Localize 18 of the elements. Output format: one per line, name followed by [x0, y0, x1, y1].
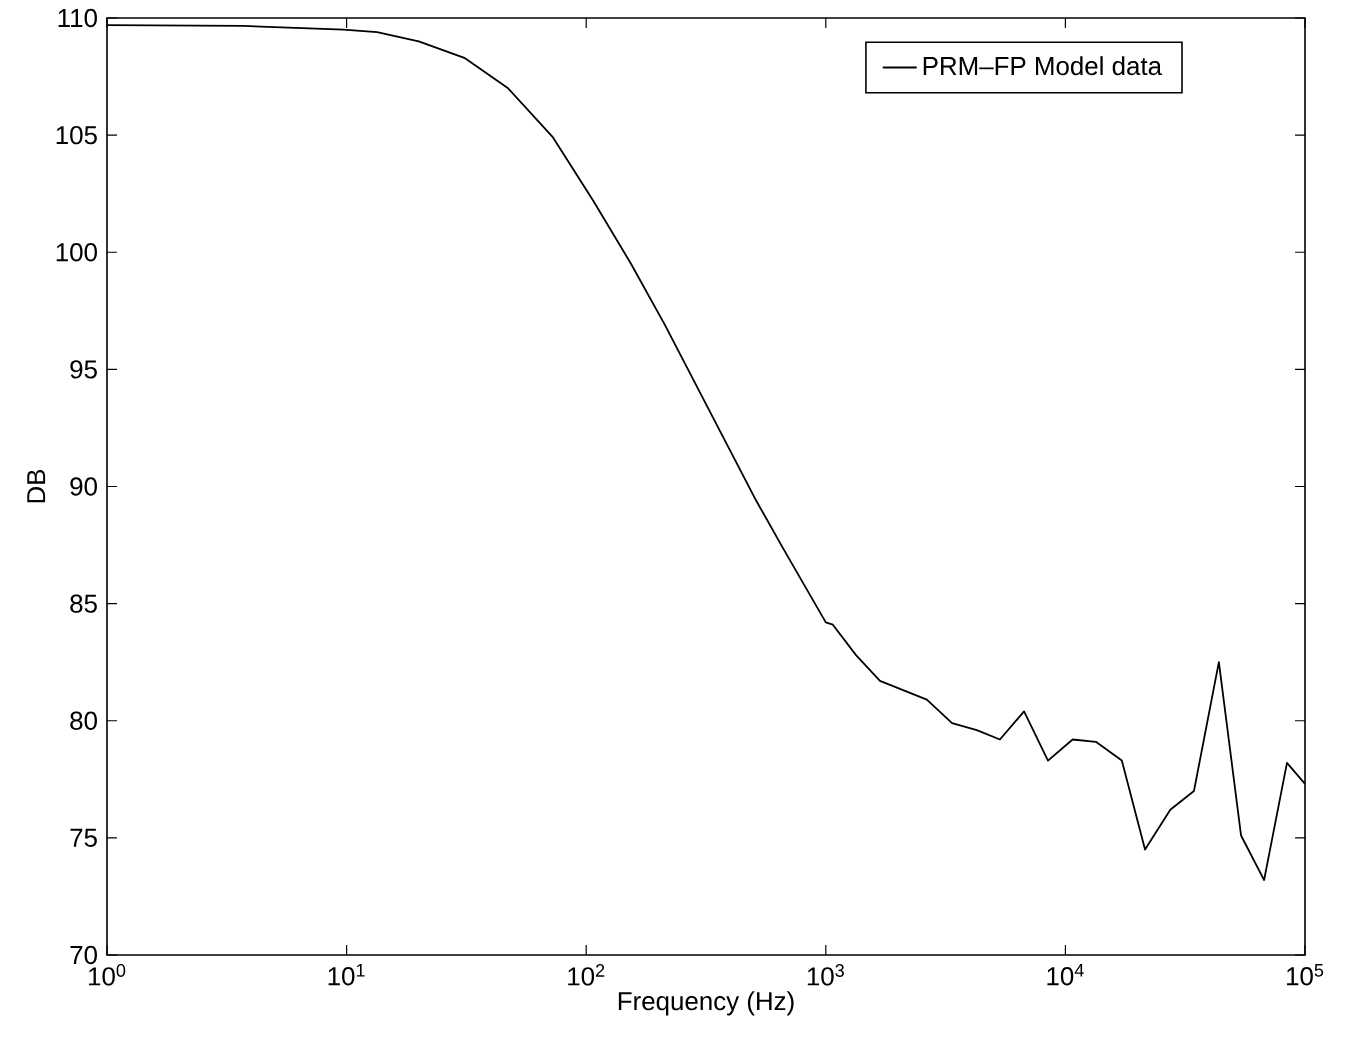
x-tick-label: 10$^{3}$	[807, 964, 844, 986]
y-tick-label: 90	[70, 477, 97, 496]
x-tick-label: 10$^{0}$	[89, 964, 126, 986]
y-tick-label: 100	[56, 243, 97, 262]
legend-label: PRM–FP Model data	[923, 56, 1163, 76]
x-axis-title: Frequency (Hz)	[618, 991, 794, 1016]
y-tick-label: 95	[70, 360, 97, 379]
x-tick-label: 10$^{1}$	[328, 964, 365, 986]
y-tick-label: 85	[70, 594, 97, 613]
y-tick-label: 80	[70, 711, 97, 730]
x-tick-label: 10$^{2}$	[568, 964, 605, 986]
y-tick-label: 70	[70, 945, 97, 965]
y-tick-label: 105	[56, 125, 97, 145]
y-axis-title: DB	[27, 469, 46, 503]
x-tick-label: 10$^{5}$	[1287, 964, 1324, 986]
x-tick-label: 10$^{4}$	[1047, 964, 1084, 986]
y-tick-label: 110	[58, 8, 97, 28]
y-tick-label: 75	[70, 828, 97, 847]
